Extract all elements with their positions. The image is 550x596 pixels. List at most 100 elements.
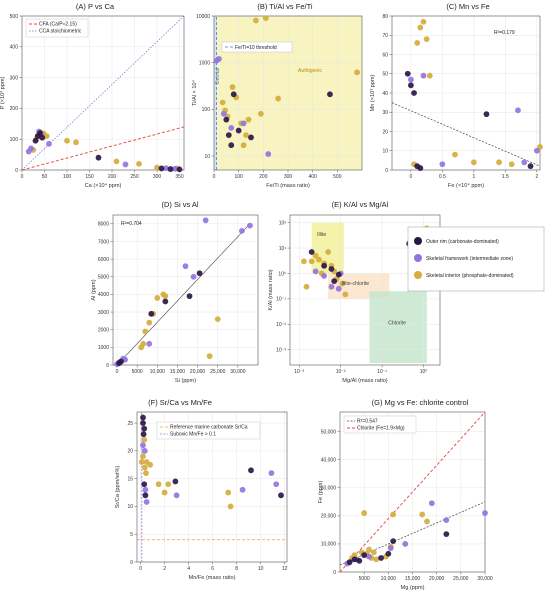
data-point-interior-b [245, 116, 252, 123]
data-point-outer-d [162, 298, 169, 305]
tick-label-x-b: 400 [308, 174, 317, 180]
tick-label-y-b: 1000 [199, 60, 210, 66]
data-point-interior-c [537, 144, 543, 150]
data-point-interior-f [141, 436, 148, 443]
data-point-outer-f [140, 414, 146, 421]
data-point-interior-d [214, 316, 221, 323]
data-point-outer-b [223, 116, 230, 123]
tick-label-y-c: 70 [382, 33, 388, 39]
legend-framework-label: Skeletal framework (intermediate zone) [426, 256, 513, 262]
tick-label-y-g: 30,000 [321, 486, 337, 492]
tick-label-x-b: 300 [284, 174, 293, 180]
data-point-outer-c [407, 82, 414, 89]
tick-label-x-a: 50 [42, 174, 48, 180]
data-point-framework-g [428, 500, 435, 507]
data-point-outer-b [230, 91, 237, 98]
tick-label-y-f: 25 [127, 421, 133, 427]
data-point-framework-d [182, 263, 189, 270]
tick-label-y-d: 6000 [98, 257, 109, 263]
data-point-outer-f [248, 467, 254, 474]
y-axis-label-g: Fe (ppm) [318, 481, 324, 504]
data-point-framework-e [312, 268, 319, 275]
zone-legend-box [407, 226, 545, 292]
tick-label-x-g: 15,000 [405, 576, 421, 582]
tick-label-y-e: 10¹ [279, 246, 287, 252]
data-point-interior-d [162, 293, 169, 300]
data-point-interior-f [138, 459, 145, 465]
data-point-framework-g [482, 510, 488, 516]
data-point-framework-c [439, 161, 446, 168]
r2-label-d: R²=0.704 [121, 221, 142, 227]
trend-line-d [116, 223, 251, 366]
tick-label-y-d: 3000 [98, 310, 109, 316]
data-point-outer-f [141, 481, 148, 488]
data-point-interior-f [155, 481, 162, 488]
tick-label-y-f: 20 [127, 449, 133, 455]
data-point-framework-e [328, 283, 335, 290]
tick-label-y-a: 500 [10, 14, 19, 20]
tick-label-x-e: 10⁰ [420, 369, 428, 375]
tick-label-y-c: 20 [382, 129, 388, 135]
tick-label-y-c: 40 [382, 91, 388, 97]
region-label-illite-e: Illite [317, 232, 326, 238]
data-point-framework-e [335, 285, 342, 292]
legend-marker-interior [414, 271, 422, 279]
plot-frame-a [21, 15, 185, 171]
data-point-framework-f [143, 499, 150, 505]
panel-title-a: (A) P vs Ca [76, 2, 115, 11]
data-point-framework-g [443, 517, 450, 523]
r2-label-c: R²=0.179 [494, 30, 515, 36]
data-point-outer-c [417, 165, 424, 171]
panel-title-e: (E) K/Al vs Mg/Al [332, 200, 389, 209]
plot-frame-c [391, 15, 541, 171]
data-point-outer-e [321, 262, 328, 269]
legend-r2-label-g: R²=0.547 [357, 419, 378, 425]
tick-label-x-e: 10⁻² [336, 369, 346, 375]
data-point-interior-a [113, 158, 120, 165]
data-point-interior-c [508, 161, 515, 168]
data-point-outer-a [176, 166, 183, 173]
tick-label-x-g: 25,000 [453, 576, 469, 582]
plot-frame-f [136, 411, 288, 563]
data-point-framework-g [402, 541, 409, 547]
data-point-framework-f [140, 442, 146, 449]
panel-title-b: (B) Ti/Al vs Fe/Ti [257, 2, 312, 11]
region-chlorite-e [369, 291, 427, 363]
data-point-interior-g [366, 546, 372, 553]
data-point-framework-d [202, 217, 209, 224]
tick-label-y-g: 0 [333, 570, 336, 576]
data-point-outer-b [235, 127, 242, 134]
data-point-outer-a [95, 154, 102, 161]
data-point-outer-a [39, 134, 46, 141]
data-point-interior-b [219, 99, 226, 106]
data-point-interior-e [342, 291, 349, 298]
panel-title-g: (G) Mg vs Fe: chlorite control [372, 398, 469, 407]
data-point-interior-g [361, 510, 368, 516]
tick-label-x-g: 20,000 [429, 576, 445, 582]
data-point-framework-g [387, 545, 394, 552]
data-point-interior-c [496, 159, 502, 166]
tick-label-x-c: 0 [410, 174, 413, 180]
tick-label-x-g: 10,000 [381, 576, 397, 582]
data-point-interior-b [257, 110, 264, 117]
legend-box-a [25, 18, 89, 38]
tick-label-y-d: 5000 [98, 275, 109, 281]
data-point-interior-a [136, 160, 142, 167]
panel-f-plot: 0 2 4 6 8 10 12 0 5 10 15 20 25 Mn/Fe (mass ratio) Sr/… [115, 411, 288, 581]
x-axis-label-g: Mg (ppm) [401, 585, 425, 591]
data-point-outer-c [527, 163, 534, 170]
tick-label-y-b: 10 [204, 154, 210, 160]
data-point-interior-g [390, 511, 397, 518]
panel-title-d: (D) Si vs Al [161, 200, 198, 209]
data-point-interior-d [154, 295, 161, 301]
tick-label-x-f: 12 [282, 566, 288, 572]
data-point-outer-g [356, 557, 363, 564]
data-point-framework-b [228, 124, 235, 131]
tick-label-y-c: 30 [382, 110, 388, 116]
data-point-framework-f [141, 447, 148, 454]
region-label-illite-chlorite-e: Illite-chlorite [342, 281, 370, 287]
tick-label-y-d: 1000 [98, 345, 109, 351]
data-point-framework-f [239, 486, 246, 493]
tick-label-y-g: 50,000 [321, 429, 337, 435]
